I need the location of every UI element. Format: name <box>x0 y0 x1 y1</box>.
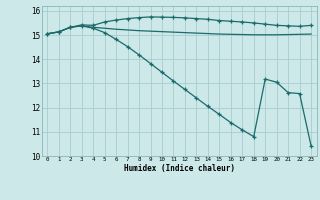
X-axis label: Humidex (Indice chaleur): Humidex (Indice chaleur) <box>124 164 235 173</box>
